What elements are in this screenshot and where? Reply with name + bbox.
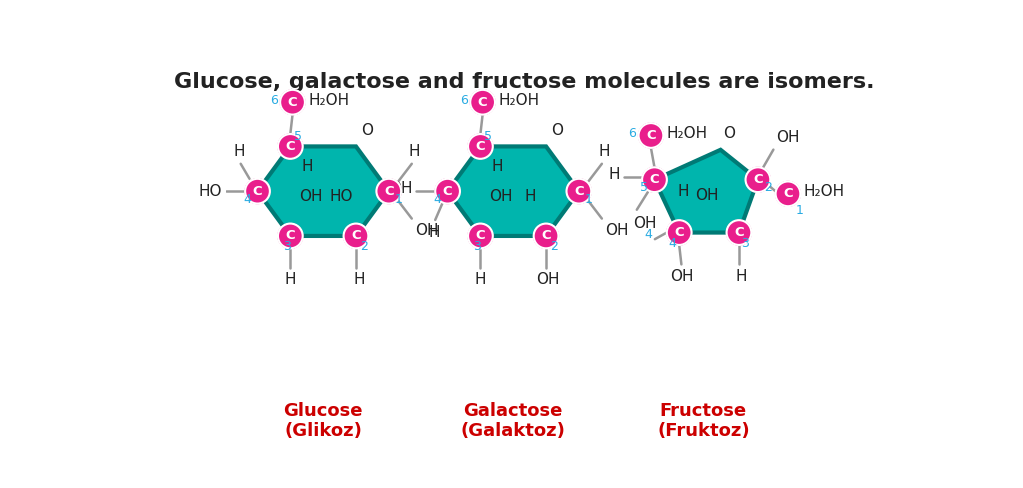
Circle shape <box>667 220 692 245</box>
Text: OH: OH <box>606 223 629 238</box>
Text: HO: HO <box>198 183 222 199</box>
Circle shape <box>746 167 770 192</box>
Polygon shape <box>258 146 389 236</box>
Text: H₂OH: H₂OH <box>308 93 349 107</box>
Text: H: H <box>233 144 244 160</box>
Text: H₂OH: H₂OH <box>803 184 845 199</box>
Text: H₂OH: H₂OH <box>498 93 539 107</box>
Text: H: H <box>284 272 296 287</box>
Circle shape <box>278 134 303 159</box>
Text: Galactose: Galactose <box>463 403 563 421</box>
Text: OH: OH <box>489 189 513 204</box>
Text: C: C <box>287 96 298 109</box>
Text: (Fruktoz): (Fruktoz) <box>657 422 750 440</box>
Text: H: H <box>302 159 313 174</box>
Text: 5: 5 <box>639 181 648 194</box>
Circle shape <box>775 182 800 206</box>
Text: C: C <box>753 173 763 186</box>
Text: OH: OH <box>670 269 694 284</box>
Circle shape <box>278 224 303 248</box>
Text: C: C <box>478 96 487 109</box>
Text: 6: 6 <box>270 94 278 106</box>
Text: C: C <box>647 129 656 142</box>
Circle shape <box>280 90 305 115</box>
Text: C: C <box>351 229 361 243</box>
Circle shape <box>344 224 368 248</box>
Circle shape <box>469 224 493 248</box>
Circle shape <box>534 224 559 248</box>
Text: C: C <box>541 229 550 243</box>
Text: 4: 4 <box>433 193 441 205</box>
Text: C: C <box>253 184 262 198</box>
Circle shape <box>638 123 663 148</box>
Text: H: H <box>736 269 747 284</box>
Text: 3: 3 <box>473 240 481 253</box>
Text: Glucose: Glucose <box>283 403 363 421</box>
Text: OH: OH <box>695 188 718 203</box>
Text: (Glikoz): (Glikoz) <box>284 422 362 440</box>
Circle shape <box>376 179 401 203</box>
Text: O: O <box>361 123 373 139</box>
Text: C: C <box>285 140 295 153</box>
Polygon shape <box>655 150 758 233</box>
Circle shape <box>726 220 751 245</box>
Text: OH: OH <box>389 182 412 197</box>
Text: 1: 1 <box>585 193 592 205</box>
Text: 3: 3 <box>742 237 749 250</box>
Text: OH: OH <box>633 216 657 231</box>
Text: O: O <box>551 123 564 139</box>
Text: 2: 2 <box>360 240 368 253</box>
Text: 5: 5 <box>484 130 492 143</box>
Text: C: C <box>443 184 452 198</box>
Text: OH: OH <box>299 189 322 204</box>
Text: H: H <box>491 159 503 174</box>
Text: O: O <box>723 126 735 141</box>
Text: H: H <box>429 225 440 240</box>
Text: H₂OH: H₂OH <box>666 126 708 141</box>
Text: OH: OH <box>776 130 800 145</box>
Text: H: H <box>475 272 486 287</box>
Text: 6: 6 <box>460 94 468 106</box>
Text: C: C <box>476 229 485 243</box>
Text: 4: 4 <box>242 193 251 205</box>
Text: C: C <box>476 140 485 153</box>
Circle shape <box>642 167 667 192</box>
Text: C: C <box>574 184 584 198</box>
Text: C: C <box>384 184 394 198</box>
Text: 5: 5 <box>295 130 302 143</box>
Text: C: C <box>735 226 744 239</box>
Text: 2: 2 <box>764 181 771 194</box>
Text: C: C <box>674 226 684 239</box>
Text: H: H <box>598 144 611 160</box>
Text: H: H <box>524 189 536 204</box>
Text: H: H <box>354 272 365 287</box>
Text: OH: OH <box>536 272 560 287</box>
Text: H: H <box>609 167 620 182</box>
Text: 1: 1 <box>395 193 402 205</box>
Text: OH: OH <box>415 223 439 238</box>
Text: C: C <box>784 187 793 201</box>
Text: 6: 6 <box>628 127 636 140</box>
Text: HO: HO <box>329 189 353 204</box>
Text: H: H <box>408 144 420 160</box>
Circle shape <box>469 134 493 159</box>
Text: C: C <box>285 229 295 243</box>
Circle shape <box>246 179 270 203</box>
Text: 4: 4 <box>668 237 676 250</box>
Text: (Galaktoz): (Galaktoz) <box>460 422 566 440</box>
Circle shape <box>567 179 591 203</box>
Text: 2: 2 <box>550 240 558 253</box>
Text: 4: 4 <box>643 228 652 241</box>
Text: 1: 1 <box>796 203 804 217</box>
Text: H: H <box>677 183 690 199</box>
Text: Fructose: Fructose <box>660 403 747 421</box>
Circle shape <box>435 179 460 203</box>
Text: Glucose, galactose and fructose molecules are isomers.: Glucose, galactose and fructose molecule… <box>174 72 875 92</box>
Circle shape <box>471 90 495 115</box>
Text: C: C <box>650 173 659 186</box>
Text: 3: 3 <box>282 240 291 253</box>
Polygon shape <box>448 146 579 236</box>
